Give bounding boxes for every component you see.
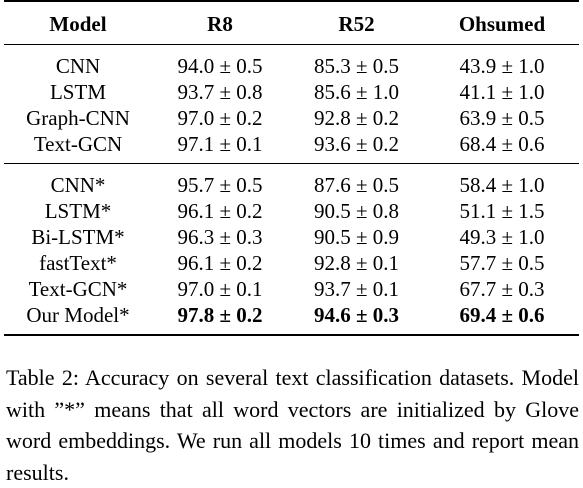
r8-value: 97.0 ± 0.1: [177, 277, 263, 301]
model-name: fastText*: [39, 251, 117, 275]
table-row: LSTM 93.7 ± 0.8 85.6 ± 1.0 41.1 ± 1.0: [4, 79, 579, 105]
model-name: Text-GCN: [4, 131, 152, 164]
r8-value: 95.7 ± 0.5: [177, 173, 263, 197]
header-ohsumed: Ohsumed: [425, 0, 579, 45]
results-table-container: Model R8 R52 Ohsumed CNN 94.0 ± 0.5 85.3…: [4, 0, 579, 336]
ohsumed-value-best: 69.4 ± 0.6: [425, 302, 579, 336]
results-table: Model R8 R52 Ohsumed CNN 94.0 ± 0.5 85.3…: [4, 0, 579, 336]
ohsumed-value: 43.9 ± 1.0: [459, 54, 545, 78]
ohsumed-value: 67.7 ± 0.3: [459, 277, 545, 301]
table-header: Model R8 R52 Ohsumed: [4, 0, 579, 45]
header-r52: R52: [288, 0, 425, 45]
model-name: Text-GCN*: [28, 277, 128, 301]
r8-value: 96.1 ± 0.2: [177, 251, 263, 275]
r52-value: 93.7 ± 0.1: [313, 277, 400, 301]
model-name: Bi-LSTM*: [31, 225, 125, 249]
r8-value-best: 97.8 ± 0.2: [152, 302, 288, 336]
r8-value: 96.3 ± 0.3: [177, 225, 263, 249]
ohsumed-value: 57.7 ± 0.5: [459, 251, 545, 275]
ohsumed-value: 49.3 ± 1.0: [459, 225, 545, 249]
table-row-best: Our Model* 97.8 ± 0.2 94.6 ± 0.3 69.4 ± …: [4, 302, 579, 336]
r52-value: 93.6 ± 0.2: [288, 131, 425, 164]
r52-value: 87.6 ± 0.5: [313, 173, 400, 197]
r52-value: 90.5 ± 0.8: [313, 199, 400, 223]
ohsumed-value: 41.1 ± 1.0: [459, 80, 545, 104]
r52-value-best: 94.6 ± 0.3: [288, 302, 425, 336]
r52-value: 92.8 ± 0.2: [313, 106, 400, 130]
model-name: Graph-CNN: [26, 106, 130, 130]
ohsumed-value: 68.4 ± 0.6: [425, 131, 579, 164]
header-r8: R8: [152, 0, 288, 45]
table-row: Bi-LSTM* 96.3 ± 0.3 90.5 ± 0.9 49.3 ± 1.…: [4, 224, 579, 250]
r52-value: 92.8 ± 0.1: [313, 251, 400, 275]
r52-value: 85.3 ± 0.5: [313, 54, 400, 78]
table-row: CNN 94.0 ± 0.5 85.3 ± 0.5 43.9 ± 1.0: [4, 45, 579, 80]
ohsumed-value: 58.4 ± 1.0: [459, 173, 545, 197]
table-row: LSTM* 96.1 ± 0.2 90.5 ± 0.8 51.1 ± 1.5: [4, 198, 579, 224]
model-name: LSTM: [49, 80, 106, 104]
glove-group: CNN* 95.7 ± 0.5 87.6 ± 0.5 58.4 ± 1.0 LS…: [4, 164, 579, 336]
table-caption: Table 2: Accuracy on several text classi…: [6, 365, 579, 485]
model-name: CNN*: [50, 173, 106, 197]
r8-value: 96.1 ± 0.2: [177, 199, 263, 223]
ohsumed-value: 51.1 ± 1.5: [459, 199, 545, 223]
model-name: LSTM*: [44, 199, 112, 223]
r8-value: 97.0 ± 0.2: [177, 106, 263, 130]
model-name: CNN: [55, 54, 101, 78]
ohsumed-value: 63.9 ± 0.5: [459, 106, 545, 130]
r8-value: 94.0 ± 0.5: [177, 54, 263, 78]
r52-value: 90.5 ± 0.9: [313, 225, 400, 249]
r8-value: 97.1 ± 0.1: [152, 131, 288, 164]
table-row: CNN* 95.7 ± 0.5 87.6 ± 0.5 58.4 ± 1.0: [4, 164, 579, 199]
baseline-group: CNN 94.0 ± 0.5 85.3 ± 0.5 43.9 ± 1.0 LST…: [4, 45, 579, 164]
header-row: Model R8 R52 Ohsumed: [4, 0, 579, 45]
table-row: Text-GCN 97.1 ± 0.1 93.6 ± 0.2 68.4 ± 0.…: [4, 131, 579, 164]
table-row: fastText* 96.1 ± 0.2 92.8 ± 0.1 57.7 ± 0…: [4, 250, 579, 276]
table-row: Graph-CNN 97.0 ± 0.2 92.8 ± 0.2 63.9 ± 0…: [4, 105, 579, 131]
header-model: Model: [4, 0, 152, 45]
table-row: Text-GCN* 97.0 ± 0.1 93.7 ± 0.1 67.7 ± 0…: [4, 276, 579, 302]
r52-value: 85.6 ± 1.0: [313, 80, 400, 104]
model-name: Our Model*: [4, 302, 152, 336]
r8-value: 93.7 ± 0.8: [177, 80, 263, 104]
